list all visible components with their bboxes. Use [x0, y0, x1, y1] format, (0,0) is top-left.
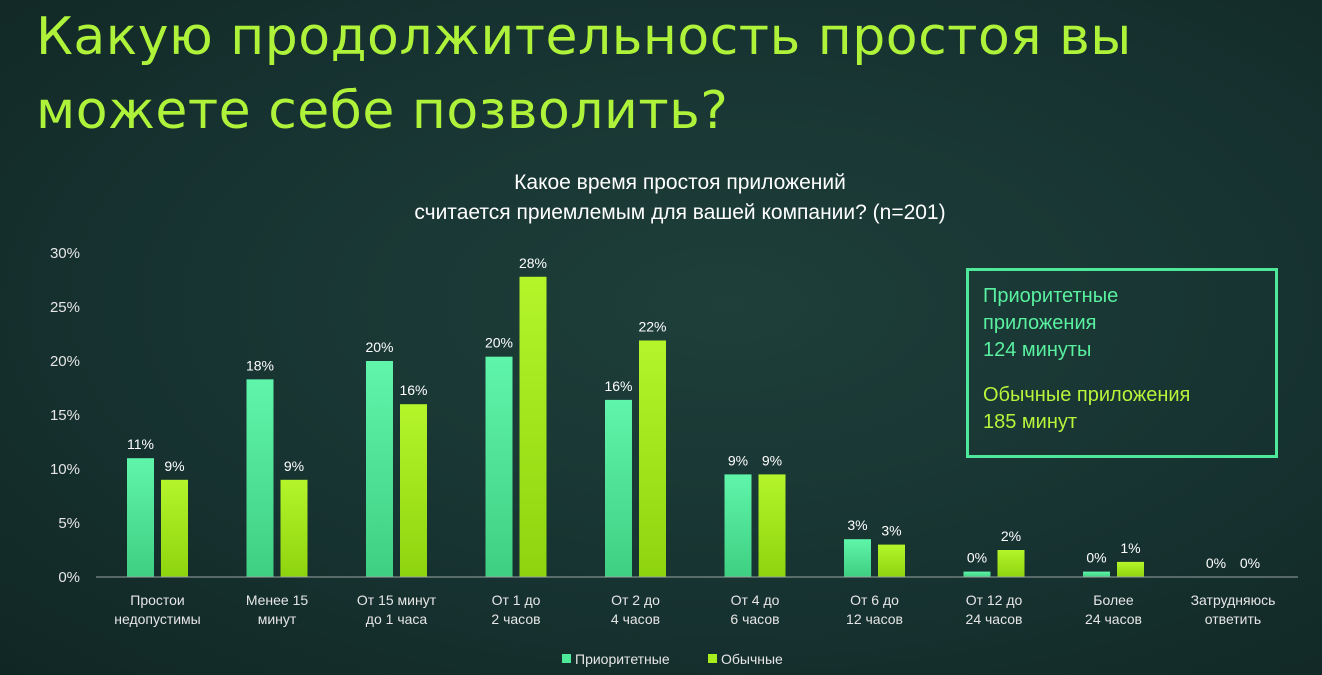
x-category-label: 6 часов: [730, 611, 779, 627]
x-category-label: Простои: [130, 592, 185, 608]
bar-normal: [758, 474, 786, 577]
x-category-label: 2 часов: [491, 611, 540, 627]
bar-normal: [1117, 561, 1144, 577]
bars-layer: 11% 9% 18% 9% 20% 16% 20% 28% 16% 22% 9% 9% 3% 3% 0% 2%…: [127, 255, 1260, 577]
data-label: 9%: [762, 452, 782, 468]
data-label: 16%: [604, 378, 632, 394]
summary-normal-value: 185 минут: [983, 411, 1078, 433]
legend-label-normal: Обычные: [721, 651, 783, 667]
y-tick-label: 5%: [58, 515, 80, 532]
bar-normal: [878, 544, 905, 577]
x-category-label: 24 часов: [1085, 611, 1142, 627]
x-category-label: От 15 минут: [357, 592, 437, 608]
x-category-label: 4 часов: [611, 611, 660, 627]
bar-priority: [963, 571, 991, 577]
summary-priority-value: 124 минуты: [983, 339, 1092, 361]
x-category-label: От 12 до: [966, 592, 1023, 608]
data-label: 1%: [1120, 540, 1140, 556]
data-label: 3%: [847, 517, 867, 533]
x-category-label: От 6 до: [850, 592, 899, 608]
bar-normal: [639, 340, 666, 577]
summary-box: Приоритетные приложения 124 минуты Обычн…: [966, 268, 1278, 458]
x-category-label: до 1 часа: [366, 611, 428, 627]
x-category-label: недопустимы: [114, 611, 201, 627]
legend: Приоритетные Обычные: [562, 651, 783, 667]
x-category-label: 24 часов: [966, 611, 1023, 627]
chart-title-line2: считается приемлемым для вашей компании?…: [414, 201, 946, 224]
bar-normal: [997, 550, 1025, 577]
data-label: 0%: [967, 550, 987, 566]
legend-label-priority: Приоритетные: [575, 651, 670, 667]
y-tick-label: 15%: [50, 407, 80, 424]
bar-priority: [246, 379, 274, 577]
y-tick-label: 10%: [50, 461, 80, 478]
bar-normal: [519, 276, 547, 577]
data-label: 16%: [399, 382, 427, 398]
bar-priority: [366, 361, 393, 577]
data-label: 18%: [246, 357, 274, 373]
data-label: 9%: [164, 458, 184, 474]
data-label: 22%: [638, 318, 666, 334]
summary-priority-label-2: приложения: [983, 312, 1097, 334]
chart-title: Какое время простоя приложений считается…: [300, 168, 1060, 228]
chart-title-line1: Какое время простоя приложений: [514, 171, 846, 194]
x-category-label: Затрудняюсь: [1191, 592, 1276, 608]
bar-normal: [161, 479, 188, 577]
x-category-label: ответить: [1205, 611, 1261, 627]
y-tick-label: 0%: [58, 569, 80, 586]
data-label: 9%: [728, 452, 748, 468]
bar-priority: [127, 458, 154, 577]
x-category-label: От 4 до: [731, 592, 780, 608]
data-label: 3%: [881, 523, 901, 539]
data-label: 9%: [284, 458, 304, 474]
legend-swatch-normal: [708, 654, 717, 663]
summary-priority-label-1: Приоритетные: [983, 285, 1119, 307]
bar-priority: [485, 356, 513, 577]
bar-priority: [844, 539, 871, 577]
x-category-label: От 2 до: [611, 592, 660, 608]
y-tick-label: 30%: [50, 245, 80, 262]
x-category-label: Менее 15: [246, 592, 309, 608]
data-label: 20%: [365, 339, 393, 355]
legend-swatch-priority: [562, 654, 571, 663]
data-label: 0%: [1086, 550, 1106, 566]
data-label: 2%: [1001, 528, 1021, 544]
slide-title: Какую продолжительность простоя вы может…: [36, 7, 1132, 141]
data-label: 11%: [127, 436, 154, 452]
bar-priority: [724, 474, 752, 577]
y-tick-label: 20%: [50, 353, 80, 370]
data-label: 20%: [485, 335, 513, 351]
x-category-label: От 1 до: [492, 592, 541, 608]
bar-priority: [1083, 571, 1110, 577]
summary-normal-label: Обычные приложения: [983, 384, 1191, 406]
x-category-label: минут: [258, 611, 297, 627]
bar-normal: [280, 479, 308, 577]
data-label: 0%: [1206, 555, 1226, 571]
bar-priority: [605, 399, 632, 577]
x-category-label: 12 часов: [846, 611, 903, 627]
data-label: 0%: [1240, 555, 1260, 571]
bar-normal: [400, 404, 427, 577]
data-label: 28%: [519, 255, 547, 271]
x-category-label: Более: [1093, 592, 1134, 608]
y-tick-label: 25%: [50, 299, 80, 316]
